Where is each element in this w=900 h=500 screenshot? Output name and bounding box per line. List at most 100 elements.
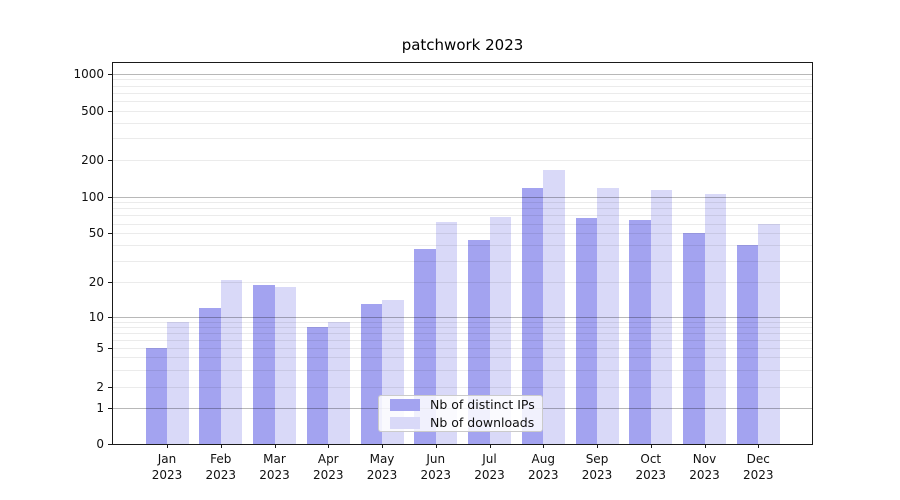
minor-gridline [113,326,812,328]
x-axis-tick-label: Sep 2023 [581,452,613,482]
x-axis-tick-label: Feb 2023 [205,452,237,482]
bar-mar-distinct-ips [253,284,275,444]
bar-feb-downloads [220,279,243,444]
x-axis-tick-label: Jun 2023 [420,452,452,482]
minor-gridline [113,79,812,81]
bar-mar-downloads [274,287,296,444]
minor-gridline [113,208,812,210]
minor-gridline [113,137,812,139]
minor-gridline [113,110,812,112]
bar-jul-downloads [489,216,511,444]
y-tick-mark [108,347,112,349]
bar-nov-distinct-ips [683,233,705,444]
minor-gridline [113,339,812,341]
y-tick-mark [108,159,112,161]
x-axis-tick-label: Jan 2023 [151,452,183,482]
x-tick-mark [650,444,652,448]
x-axis-tick-label: Nov 2023 [689,452,720,482]
bar-jan-downloads [167,321,189,444]
y-tick-mark [108,110,112,112]
legend-entry-downloads: Nb of downloads [385,415,536,430]
x-axis-tick-label: Aug 2023 [527,452,559,482]
x-axis-tick-label: Oct 2023 [635,452,667,482]
bar-dec-distinct-ips [736,245,759,444]
x-tick-mark [489,444,491,448]
bar-dec-downloads [758,223,780,444]
y-axis-tick-label: 5 [96,340,104,355]
x-tick-mark [597,444,598,448]
minor-gridline [113,260,812,262]
minor-gridline [113,347,812,349]
bar-sep-distinct-ips [575,217,597,444]
legend-entry-distinct-ips: Nb of distinct IPs [385,397,536,412]
minor-gridline [113,100,812,102]
bar-apr-downloads [328,321,350,444]
bar-jun-downloads [435,221,458,444]
y-tick-mark [108,196,112,198]
y-tick-mark [108,407,112,409]
x-tick-mark [704,444,706,448]
plot-area [112,62,813,445]
legend-label-distinct-ips: Nb of distinct IPs [430,397,535,412]
minor-gridline [113,223,812,225]
bar-may-distinct-ips [360,303,382,444]
y-axis-tick-label: 10 [88,309,104,324]
minor-gridline [113,369,812,371]
minor-gridline [113,159,812,161]
bar-sep-downloads [597,187,619,444]
minor-gridline [113,357,812,359]
x-axis-tick-label: Mar 2023 [259,452,290,482]
y-tick-mark [108,282,112,284]
minor-gridline [113,245,812,247]
minor-gridline [113,233,812,235]
x-axis-tick-label: Apr 2023 [312,452,344,482]
y-axis-tick-label: 0 [96,437,104,451]
x-tick-mark [543,444,545,448]
y-axis-tick-label: 1000 [73,66,104,81]
y-tick-mark [108,73,112,75]
x-tick-mark [435,444,437,448]
bar-feb-distinct-ips [199,307,221,444]
x-tick-mark [274,444,276,448]
bar-apr-distinct-ips [306,326,329,444]
x-tick-mark [758,444,760,448]
x-axis-tick-label: Jul 2023 [474,452,505,482]
legend-label-downloads: Nb of downloads [430,415,535,430]
bar-aug-downloads [543,170,565,444]
legend: Nb of distinct IPs Nb of downloads [378,395,543,432]
minor-gridline [113,332,812,334]
bar-oct-downloads [650,189,673,444]
y-axis-tick-label: 50 [88,226,104,241]
x-tick-mark [220,444,222,448]
x-axis-tick-label: Dec 2023 [742,452,774,482]
bar-oct-distinct-ips [629,220,651,444]
minor-gridline [113,122,812,124]
chart-title: patchwork 2023 [401,36,524,54]
x-tick-mark [328,444,330,448]
y-axis-tick-label: 1 [96,400,104,415]
x-tick-mark [382,444,383,448]
y-tick-mark [108,316,112,318]
major-gridline [113,73,812,75]
bar-jan-distinct-ips [145,347,167,444]
y-axis-tick-label: 500 [81,103,104,118]
minor-gridline [113,92,812,94]
minor-gridline [113,215,812,217]
minor-gridline [113,282,812,284]
minor-gridline [113,202,812,204]
y-tick-mark [108,444,112,445]
y-axis-tick-label: 100 [81,189,104,204]
minor-gridline [113,85,812,87]
y-tick-mark [108,233,112,235]
y-axis-tick-label: 20 [88,275,104,290]
bar-jul-distinct-ips [468,240,490,444]
minor-gridline [113,321,812,323]
minor-gridline [113,387,812,389]
x-axis-tick-label: May 2023 [366,452,398,482]
y-axis-tick-label: 200 [81,152,104,167]
major-gridline [113,316,812,318]
bars-layer [113,63,812,444]
x-tick-mark [167,444,168,448]
y-axis-tick-label: 2 [96,380,104,395]
